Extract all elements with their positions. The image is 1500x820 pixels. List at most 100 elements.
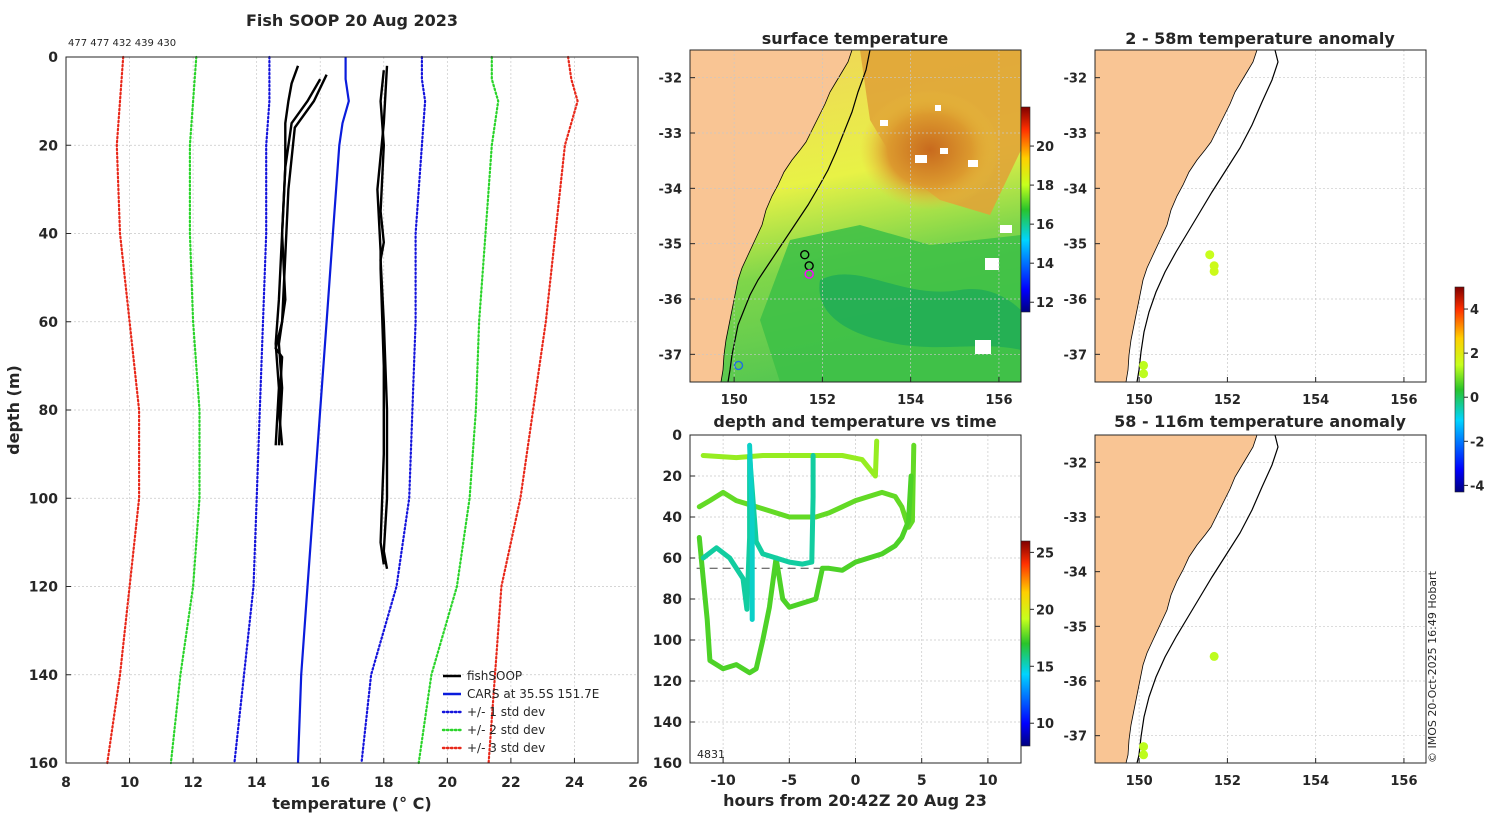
sst-y-ticks: -32 -33 -34 -35 -36 -37	[659, 72, 695, 363]
credit-text: © IMOS 20-Oct-2025 16:49 Hobart	[1426, 570, 1439, 763]
x-tick-label: 154	[1302, 393, 1329, 408]
x-tick-label: 152	[1214, 774, 1241, 789]
y-tick-label: -32	[659, 72, 683, 87]
legend-label: +/- 1 std dev	[467, 705, 545, 719]
x-tick-label: 154	[1302, 774, 1329, 789]
x-tick-label: 12	[183, 775, 202, 791]
sst-cloud-gaps	[880, 105, 1012, 354]
anomaly-colorbar-ticks: 4 2 0 -2 -4	[1464, 303, 1484, 494]
x-tick-label: 10	[120, 775, 140, 791]
anomaly-shallow-grid	[1095, 50, 1426, 382]
timeseries-x-label: hours from 20:42Z 20 Aug 23	[723, 791, 987, 810]
colorbar-tick-label: 12	[1036, 296, 1054, 311]
y-tick-label: 100	[29, 491, 58, 507]
x-tick-label: 8	[61, 775, 71, 791]
legend-label: +/- 3 std dev	[467, 741, 545, 755]
profile-title: Fish SOOP 20 Aug 2023	[246, 11, 458, 30]
profile-panel: Fish SOOP 20 Aug 2023 477 477 432 439 43…	[4, 11, 648, 813]
timeseries-y-ticks: 0 20 40 60 80 100 120 140 160	[653, 428, 695, 772]
x-tick-label: -5	[782, 773, 798, 789]
track-line	[700, 438, 880, 479]
colorbar-tick-label: 18	[1036, 179, 1054, 194]
timeseries-colorbar	[1020, 540, 1031, 747]
colorbar-tick-label: -2	[1470, 435, 1484, 450]
x-tick-label: 20	[438, 775, 458, 791]
track-line	[700, 453, 816, 612]
y-tick-label: -35	[1064, 238, 1088, 253]
x-tick-label: 156	[1390, 774, 1417, 789]
profile-grid	[65, 56, 639, 764]
colorbar-tick-label: 14	[1036, 257, 1054, 272]
anomaly-point	[1139, 369, 1149, 379]
anomaly-point	[1209, 651, 1219, 661]
series-line	[169, 55, 201, 765]
sst-grid	[690, 50, 1021, 382]
profile-series	[106, 55, 579, 765]
sst-colorbar-ticks: 12 14 16 18 20	[1030, 140, 1054, 311]
timeseries-x-ticks: -10 -5 0 5 10	[710, 758, 998, 789]
sst-shelf-contour	[727, 50, 871, 382]
anomaly-deep-frame	[1094, 434, 1427, 764]
y-tick-label: -35	[659, 238, 683, 253]
anomaly-shallow-points	[1139, 250, 1219, 379]
sst-colorbar	[1020, 106, 1031, 313]
y-tick-label: 120	[653, 674, 682, 690]
y-tick-label: 140	[29, 668, 58, 684]
y-tick-label: -34	[1064, 182, 1088, 197]
x-tick-label: 26	[628, 775, 647, 791]
timeseries-title: depth and temperature vs time	[713, 412, 996, 431]
sst-map	[690, 50, 1021, 382]
colorbar-tick-label: 4	[1470, 303, 1479, 318]
anomaly-point	[1139, 360, 1149, 370]
y-tick-label: -36	[1064, 293, 1088, 308]
y-tick-label: -33	[1064, 127, 1088, 142]
x-tick-label: 0	[851, 773, 861, 789]
anomaly-shallow-y-ticks: -32 -33 -34 -35 -36 -37	[1064, 72, 1100, 363]
track-line	[696, 442, 917, 530]
x-tick-label: 10	[978, 773, 998, 789]
y-tick-label: 120	[29, 580, 58, 596]
anomaly-deep-title: 58 - 116m temperature anomaly	[1114, 412, 1406, 431]
anomaly-deep-map	[1095, 435, 1426, 763]
y-tick-label: 0	[672, 428, 682, 444]
legend-label: fishSOOP	[467, 669, 522, 683]
x-tick-label: 152	[809, 393, 836, 408]
anomaly-deep-panel: 58 - 116m temperature anomaly 150 152 154 1…	[1064, 286, 1484, 789]
profile-x-label: temperature (° C)	[272, 794, 431, 813]
cast-location-marker	[804, 269, 814, 279]
y-tick-label: 100	[653, 633, 682, 649]
anomaly-point	[1205, 250, 1215, 260]
y-tick-label: -36	[1064, 675, 1088, 690]
y-tick-label: 80	[663, 592, 683, 608]
anomaly-point	[1139, 742, 1149, 752]
timeseries-series	[696, 438, 917, 676]
profile-y-ticks: 0 20 40 60 80 100 120 140 160	[29, 50, 71, 772]
x-tick-label: 24	[565, 775, 585, 791]
anomaly-shallow-contour	[1136, 50, 1279, 382]
anomaly-point	[1139, 750, 1149, 760]
anomaly-deep-y-ticks: -32 -33 -34 -35 -36 -37	[1064, 456, 1100, 745]
y-tick-label: -32	[1064, 72, 1088, 87]
y-tick-label: -37	[659, 348, 683, 363]
x-tick-label: 150	[721, 393, 748, 408]
profile-legend: fishSOOP CARS at 35.5S 151.7E +/- 1 std de…	[441, 669, 599, 755]
colorbar-tick-label: 20	[1036, 140, 1054, 155]
y-tick-label: 60	[663, 551, 683, 567]
y-tick-label: -37	[1064, 730, 1088, 745]
anomaly-shallow-panel: 2 - 58m temperature anomaly 150 152 154 156…	[1064, 29, 1427, 408]
x-tick-label: 152	[1214, 393, 1241, 408]
x-tick-label: 150	[1126, 774, 1153, 789]
y-tick-label: 40	[663, 510, 683, 526]
x-tick-label: 5	[917, 773, 927, 789]
x-tick-label: 154	[897, 393, 924, 408]
profile-x-ticks: 8 10 12 14 16 18 20 22 24 26	[61, 758, 648, 791]
anomaly-deep-points	[1139, 651, 1219, 760]
sst-markers	[733, 250, 814, 371]
sst-warm-core	[860, 90, 1000, 210]
cast-location-marker	[733, 360, 744, 371]
anomaly-deep-land	[1095, 435, 1258, 763]
anomaly-deep-contour	[1136, 435, 1279, 763]
colorbar-tick-label: 16	[1036, 218, 1054, 233]
y-tick-label: 140	[653, 715, 682, 731]
anomaly-shallow-x-ticks: 150 152 154 156	[1126, 377, 1418, 408]
